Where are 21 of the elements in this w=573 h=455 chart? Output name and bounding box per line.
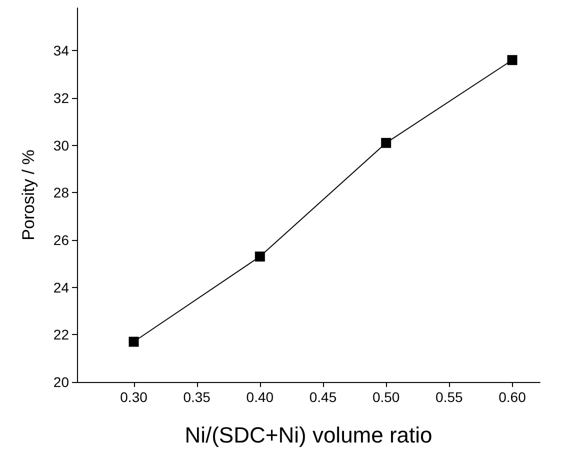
y-tick-label: 34 — [53, 42, 70, 59]
y-tick-label: 26 — [53, 232, 70, 248]
x-tick-label: 0.60 — [498, 389, 526, 405]
x-tick-label: 0.50 — [372, 389, 400, 405]
y-tick-label: 20 — [53, 374, 70, 390]
y-tick-label: 22 — [53, 326, 70, 343]
x-tick-label: 0.40 — [246, 389, 274, 405]
x-tick-label: 0.55 — [436, 389, 464, 405]
x-tick-label: 0.35 — [183, 389, 211, 405]
x-tick-label: 0.45 — [309, 389, 337, 405]
y-tick-label: 30 — [53, 137, 70, 154]
y-tick-label: 28 — [53, 184, 70, 201]
point — [381, 138, 392, 148]
y-tick-label: 32 — [53, 90, 70, 106]
point — [507, 55, 518, 66]
point — [254, 252, 265, 262]
y-tick-label: 24 — [53, 279, 70, 296]
x-axis-title: Ni/(SDC+Ni) volume ratio — [184, 422, 432, 448]
y-axis-title: Porosity / % — [19, 150, 38, 240]
x-tick-label: 0.30 — [120, 389, 148, 405]
point — [128, 336, 139, 347]
